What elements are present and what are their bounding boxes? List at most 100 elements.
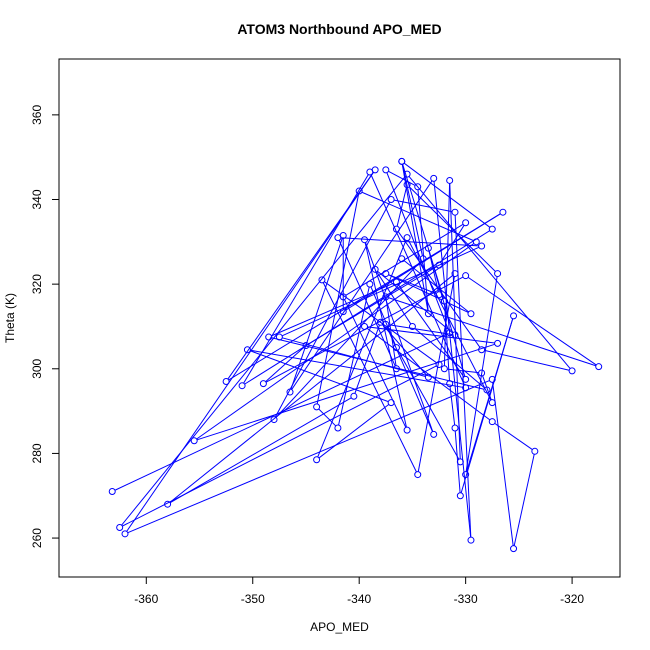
data-point — [243, 346, 251, 354]
series-segment — [428, 250, 439, 292]
data-point — [494, 339, 502, 347]
data-point — [424, 244, 432, 252]
data-point — [462, 375, 470, 383]
series-segment — [417, 276, 455, 472]
data-point — [334, 234, 342, 242]
x-tick-label: -340 — [347, 592, 371, 606]
data-point — [494, 270, 502, 278]
data-point — [392, 344, 400, 352]
series-segment — [169, 397, 352, 504]
data-point — [472, 238, 480, 246]
data-point — [440, 365, 448, 373]
series-segment — [446, 301, 469, 313]
series-segment — [397, 284, 465, 378]
data-point — [424, 310, 432, 318]
data-point — [451, 424, 459, 432]
data-point — [238, 382, 246, 390]
x-tick-label: -360 — [134, 592, 158, 606]
data-point — [446, 380, 454, 388]
data-point — [387, 399, 395, 407]
data-point — [408, 322, 416, 330]
series-segment — [393, 199, 453, 213]
data-point — [275, 333, 283, 341]
data-point — [419, 255, 427, 263]
series-segment — [169, 275, 453, 503]
data-point — [462, 272, 470, 280]
series-segment — [386, 326, 433, 432]
series-segment — [281, 246, 480, 337]
data-point — [435, 361, 443, 369]
data-point — [467, 536, 475, 544]
data-point — [499, 208, 507, 216]
data-point — [595, 363, 603, 371]
y-tick-label: 280 — [30, 443, 44, 463]
data-point — [366, 168, 374, 176]
series-segment — [414, 328, 485, 389]
data-point — [392, 365, 400, 373]
series-segment — [466, 318, 514, 472]
y-axis: 260 280 300 320 340 360 — [30, 105, 60, 548]
data-point — [462, 471, 470, 479]
data-point — [414, 183, 422, 191]
data-point — [510, 312, 518, 320]
data-point — [424, 373, 432, 381]
series-segment — [388, 170, 416, 186]
series-segment — [322, 282, 417, 473]
data-point — [366, 280, 374, 288]
data-point — [398, 255, 406, 263]
series-segment — [417, 189, 429, 311]
series-segment — [449, 183, 461, 459]
data-point — [414, 471, 422, 479]
data-point — [430, 174, 438, 182]
data-point — [382, 270, 390, 278]
data-point — [265, 333, 273, 341]
series-segment — [396, 187, 407, 227]
series-segment — [282, 337, 426, 377]
data-point — [361, 236, 369, 244]
data-point — [456, 458, 464, 466]
series-segment — [196, 243, 475, 440]
data-point — [361, 322, 369, 330]
series-segment — [388, 274, 437, 295]
series-segment — [361, 191, 474, 242]
series-segment — [318, 408, 337, 427]
series-segment — [408, 240, 492, 401]
data-point — [350, 392, 358, 400]
y-tick-label: 260 — [30, 528, 44, 548]
x-tick-label: -330 — [454, 592, 478, 606]
data-point — [403, 170, 411, 178]
data-point — [382, 293, 390, 301]
series-segment — [403, 260, 469, 313]
series-segment — [376, 271, 412, 325]
data-point — [478, 242, 486, 250]
data-point — [339, 293, 347, 301]
data-point — [371, 265, 379, 273]
series-segment — [324, 281, 437, 364]
series-segment — [250, 349, 463, 388]
y-axis-label: Theta (K) — [3, 293, 17, 343]
data-point — [531, 447, 539, 455]
data-point — [403, 426, 411, 434]
data-point — [387, 196, 395, 204]
data-point — [392, 278, 400, 286]
series-segment — [408, 186, 496, 272]
series-segment — [492, 382, 514, 546]
data-point — [398, 157, 406, 165]
series-segment — [318, 404, 390, 459]
series-segment — [338, 240, 396, 367]
series-segment — [443, 183, 451, 366]
data-point — [510, 545, 518, 553]
x-axis: -360 -350 -340 -330 -320 — [134, 576, 584, 606]
x-axis-label: APO_MED — [310, 620, 369, 634]
data-point — [483, 386, 491, 394]
series-segment — [428, 250, 466, 377]
data-point — [190, 437, 198, 445]
series-segment — [121, 176, 406, 526]
data-point — [488, 418, 496, 426]
data-point — [451, 331, 459, 339]
data-point — [318, 276, 326, 284]
data-point — [355, 187, 363, 195]
data-point — [440, 297, 448, 305]
series-segment — [250, 350, 389, 403]
